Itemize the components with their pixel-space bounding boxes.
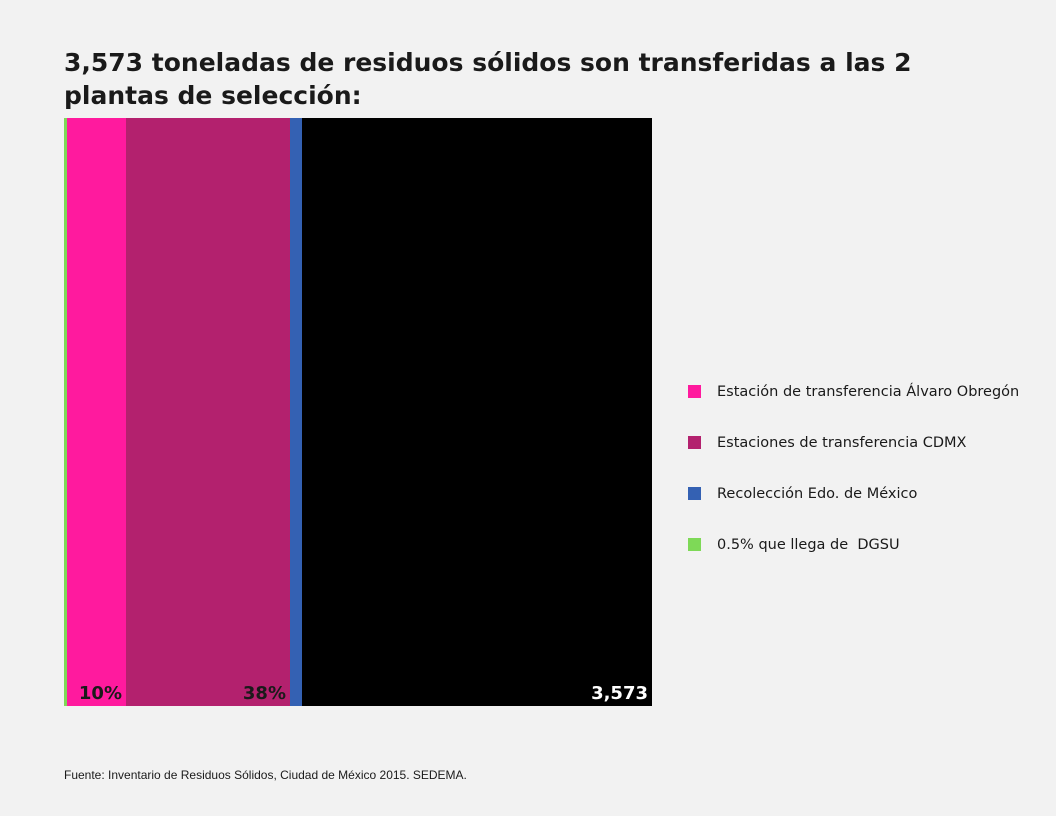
legend-label: 0.5% que llega de DGSU [717,536,900,553]
legend-label: Recolección Edo. de México [717,485,918,502]
legend-label: Estaciones de transferencia CDMX [717,434,967,451]
source-note: Fuente: Inventario de Residuos Sólidos, … [64,768,467,782]
chart-title: 3,573 toneladas de residuos sólidos son … [64,48,912,110]
bar-segment-0 [64,118,67,706]
legend-item: Estación de transferencia Álvaro Obregón [688,366,1019,417]
legend-swatch [688,487,701,500]
bar-segment-label: 3,573 [591,683,648,704]
legend-swatch [688,385,701,398]
bar-segment-4: 3,573 [302,118,652,706]
legend-swatch [688,538,701,551]
legend-item: 0.5% que llega de DGSU [688,519,1019,570]
bar-segment-2: 38% [126,118,290,706]
stacked-bar-chart: 10% 38% 3,573 [64,118,652,706]
bar-segment-1: 10% [67,118,126,706]
chart-legend: Estación de transferencia Álvaro Obregón… [688,366,1019,570]
legend-swatch [688,436,701,449]
bar-segment-3 [290,118,302,706]
bar-segment-label: 38% [242,683,286,704]
legend-label: Estación de transferencia Álvaro Obregón [717,383,1020,400]
bar-segment-label: 10% [78,683,122,704]
legend-item: Recolección Edo. de México [688,468,1019,519]
legend-item: Estaciones de transferencia CDMX [688,417,1019,468]
